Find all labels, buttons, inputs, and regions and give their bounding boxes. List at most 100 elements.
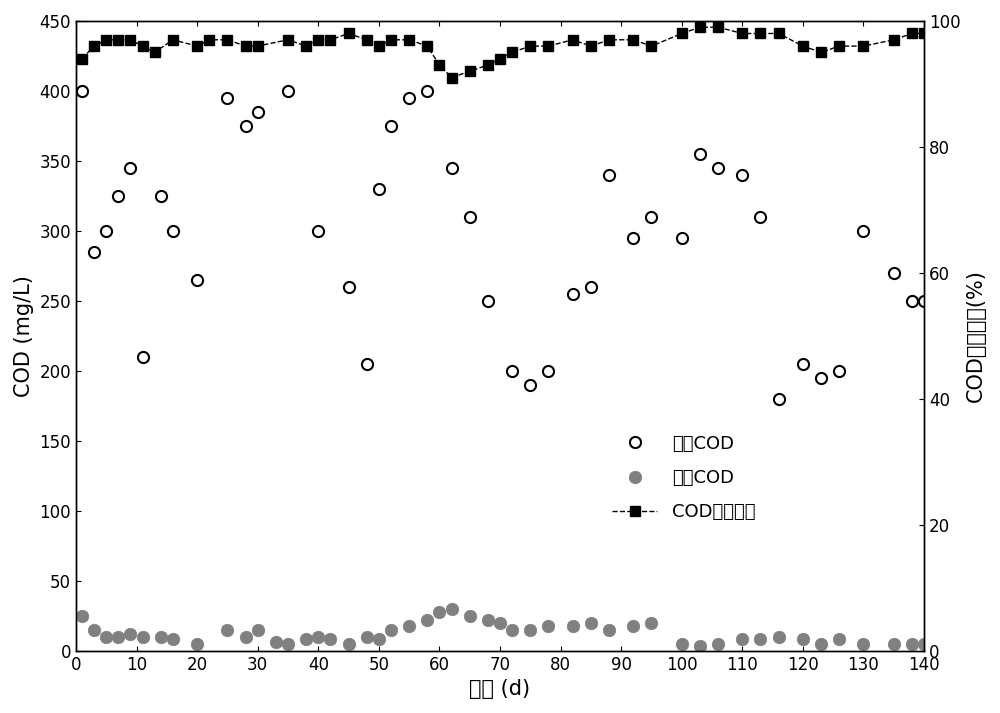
COD去除效率 <box>888 36 900 44</box>
COD去除效率 <box>603 36 615 44</box>
进水COD <box>736 170 748 179</box>
出水COD <box>918 640 930 648</box>
出水COD <box>906 640 918 648</box>
进水COD <box>506 366 518 375</box>
出水COD <box>833 635 845 644</box>
进水COD <box>240 122 252 130</box>
出水COD <box>446 605 458 613</box>
出水COD <box>567 621 579 630</box>
COD去除效率 <box>385 36 397 44</box>
进水COD <box>191 275 203 284</box>
出水COD <box>433 607 445 616</box>
出水COD <box>385 625 397 634</box>
出水COD <box>421 615 433 624</box>
COD去除效率 <box>627 36 639 44</box>
进水COD <box>482 297 494 305</box>
COD去除效率 <box>167 36 179 44</box>
进水COD <box>627 234 639 242</box>
COD去除效率 <box>585 42 597 51</box>
进水COD <box>221 93 233 102</box>
Line: 进水COD: 进水COD <box>76 86 930 404</box>
X-axis label: 时间 (d): 时间 (d) <box>469 679 531 699</box>
COD去除效率 <box>191 42 203 51</box>
进水COD <box>100 227 112 235</box>
COD去除效率 <box>506 48 518 56</box>
进水COD <box>421 86 433 95</box>
COD去除效率 <box>343 29 355 38</box>
COD去除效率 <box>149 48 161 56</box>
进水COD <box>155 192 167 200</box>
进水COD <box>88 247 100 256</box>
COD去除效率 <box>694 23 706 31</box>
COD去除效率 <box>906 29 918 38</box>
进水COD <box>373 185 385 193</box>
COD去除效率 <box>112 36 124 44</box>
出水COD <box>482 615 494 624</box>
进水COD <box>446 163 458 172</box>
出水COD <box>645 618 657 627</box>
进水COD <box>645 212 657 221</box>
出水COD <box>542 621 554 630</box>
进水COD <box>694 150 706 158</box>
出水COD <box>676 640 688 648</box>
COD去除效率 <box>446 73 458 82</box>
出水COD <box>167 635 179 644</box>
COD去除效率 <box>773 29 785 38</box>
COD去除效率 <box>324 36 336 44</box>
Line: COD去除效率: COD去除效率 <box>77 22 929 83</box>
出水COD <box>155 632 167 641</box>
进水COD <box>603 170 615 179</box>
出水COD <box>361 632 373 641</box>
进水COD <box>343 282 355 291</box>
出水COD <box>506 625 518 634</box>
出水COD <box>888 640 900 648</box>
进水COD <box>676 234 688 242</box>
COD去除效率 <box>221 36 233 44</box>
COD去除效率 <box>361 36 373 44</box>
COD去除效率 <box>712 23 724 31</box>
Y-axis label: COD (mg/L): COD (mg/L) <box>14 275 34 396</box>
进水COD <box>906 297 918 305</box>
出水COD <box>312 632 324 641</box>
出水COD <box>373 635 385 644</box>
COD去除效率 <box>203 36 215 44</box>
进水COD <box>76 86 88 95</box>
出水COD <box>100 632 112 641</box>
COD去除效率 <box>76 54 88 63</box>
出水COD <box>603 625 615 634</box>
出水COD <box>252 625 264 634</box>
进水COD <box>797 359 809 368</box>
COD去除效率 <box>797 42 809 51</box>
COD去除效率 <box>857 42 869 51</box>
COD去除效率 <box>421 42 433 51</box>
COD去除效率 <box>433 61 445 69</box>
出水COD <box>191 640 203 648</box>
出水COD <box>270 638 282 647</box>
COD去除效率 <box>542 42 554 51</box>
进水COD <box>542 366 554 375</box>
进水COD <box>524 381 536 389</box>
出水COD <box>694 642 706 651</box>
出水COD <box>736 635 748 644</box>
进水COD <box>833 366 845 375</box>
出水COD <box>712 640 724 648</box>
进水COD <box>888 269 900 277</box>
出水COD <box>76 612 88 620</box>
进水COD <box>361 359 373 368</box>
COD去除效率 <box>464 67 476 76</box>
进水COD <box>773 394 785 403</box>
进水COD <box>137 352 149 361</box>
出水COD <box>627 621 639 630</box>
Line: 出水COD: 出水COD <box>76 602 930 652</box>
出水COD <box>112 632 124 641</box>
COD去除效率 <box>833 42 845 51</box>
出水COD <box>773 632 785 641</box>
进水COD <box>167 227 179 235</box>
COD去除效率 <box>524 42 536 51</box>
COD去除效率 <box>100 36 112 44</box>
进水COD <box>385 122 397 130</box>
进水COD <box>754 212 766 221</box>
出水COD <box>324 635 336 644</box>
出水COD <box>464 612 476 620</box>
COD去除效率 <box>676 29 688 38</box>
